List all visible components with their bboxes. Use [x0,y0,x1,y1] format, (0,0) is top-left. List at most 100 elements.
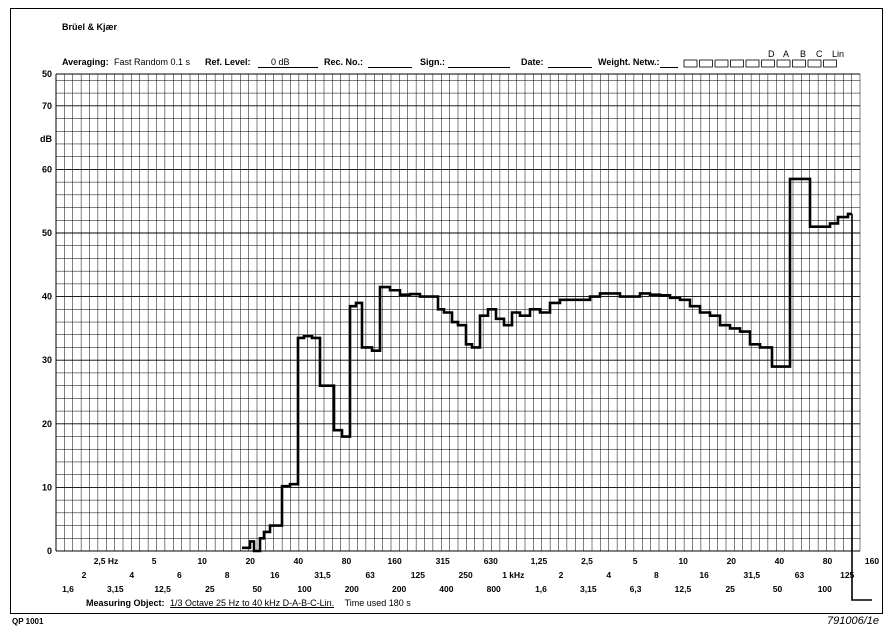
weight-option-label: Lin [832,49,844,59]
drawing-number: 791006/1e [827,615,879,627]
x-tick-label: 1 kHz [502,570,524,580]
x-tick-label: 63 [795,570,805,580]
x-tick-label: 6,3 [630,584,642,594]
x-tick-label: 20 [727,556,737,566]
weight-option-label: D [768,49,775,59]
x-tick-label: 3,15 [580,584,597,594]
x-tick-label: 12,5 [154,584,171,594]
averaging-value: Fast Random 0.1 s [114,57,191,67]
time-used: Time used 180 s [344,598,411,608]
date-field [548,67,592,68]
weight-box [745,59,760,68]
level-trace [242,177,852,553]
y-tick-label: 0 [47,546,52,556]
x-tick-label: 250 [459,570,473,580]
x-tick-label: 200 [392,584,406,594]
x-tick-label: 31,5 [314,570,331,580]
weight-box [699,59,713,68]
x-tick-label: 4 [606,570,611,580]
x-tick-label: 160 [388,556,402,566]
measuring-object: Measuring Object: 1/3 Octave 25 Hz to 40… [86,598,411,608]
x-tick-label: 10 [197,556,207,566]
ref-level-value: 0 dB [271,57,290,67]
weight-option-label: B [800,49,806,59]
weight-box [823,59,837,68]
y-tick-label: 50 [42,228,52,238]
sign-label: Sign.: [420,57,445,67]
x-tick-label: 63 [365,570,375,580]
x-tick-label: 3,15 [107,584,124,594]
x-tick-label: 200 [345,584,359,594]
x-tick-label: 5 [633,556,638,566]
x-tick-label: 800 [487,584,501,594]
y-tick-label: 50 [42,69,52,79]
x-tick-label: 2 [82,570,87,580]
weight-field [660,67,678,68]
weight-option-label: A [783,49,789,59]
y-tick-label: 70 [42,101,52,111]
x-tick-label: 2,5 Hz [94,556,119,566]
y-tick-label: 30 [42,355,52,365]
y-tick-label: 20 [42,419,52,429]
y-tick-label: 10 [42,482,52,492]
x-tick-label: 1,6 [535,584,547,594]
x-tick-label: 100 [818,584,832,594]
x-tick-label: 125 [411,570,425,580]
x-tick-label: 80 [342,556,352,566]
ref-level-underline [258,67,318,68]
x-tick-label: 16 [699,570,709,580]
brand-label: Brüel & Kjær [62,22,118,32]
weight-box [730,59,744,68]
sign-field [448,67,510,68]
x-tick-label: 2 [559,570,564,580]
weight-label: Weight. Netw.: [598,57,660,67]
weight-box [807,59,822,68]
x-tick-label: 5 [152,556,157,566]
x-tick-label: 1,25 [531,556,548,566]
x-tick-label: 80 [823,556,833,566]
weight-box [761,59,775,68]
x-tick-label: 2,5 [581,556,593,566]
weight-box [683,59,698,68]
measuring-object-value: 1/3 Octave 25 Hz to 40 kHz D-A-B-C-Lin. [170,598,335,608]
x-tick-label: 630 [484,556,498,566]
x-tick-label: 50 [252,584,262,594]
x-tick-label: 160 [865,556,879,566]
x-tick-label: 400 [439,584,453,594]
x-tick-label: 20 [246,556,256,566]
x-tick-label: 25 [205,584,215,594]
x-tick-label: 12,5 [675,584,692,594]
x-tick-label: 315 [436,556,450,566]
x-tick-label: 8 [654,570,659,580]
rec-no-label: Rec. No.: [324,57,364,67]
weight-box [714,59,729,68]
rec-no-field [368,67,412,68]
x-tick-label: 4 [129,570,134,580]
date-label: Date: [521,57,544,67]
measuring-object-label: Measuring Object: [86,598,165,608]
x-tick-label: 40 [775,556,785,566]
weight-option-label: C [816,49,823,59]
weight-box [792,59,806,68]
y-axis-label: dB [40,134,52,144]
x-tick-label: 6 [177,570,182,580]
ref-level-label: Ref. Level: [205,57,251,67]
x-tick-label: 50 [773,584,783,594]
weight-box [776,59,791,68]
x-tick-label: 10 [678,556,688,566]
x-tick-label: 1,6 [62,584,74,594]
chart-frame [10,8,883,614]
x-tick-label: 100 [297,584,311,594]
x-tick-label: 125 [840,570,854,580]
averaging-label: Averaging: [62,57,109,67]
form-code: QP 1001 [12,617,44,626]
y-tick-label: 40 [42,292,52,302]
x-tick-label: 25 [725,584,735,594]
x-tick-label: 16 [270,570,280,580]
x-tick-label: 8 [225,570,230,580]
x-tick-label: 31,5 [744,570,761,580]
trace-end-line [851,213,872,601]
y-tick-label: 60 [42,164,52,174]
x-tick-label: 40 [294,556,304,566]
